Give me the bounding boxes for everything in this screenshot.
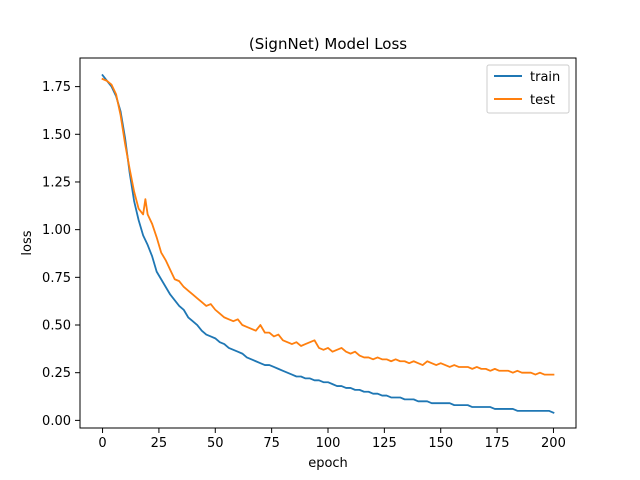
plot-area — [80, 58, 576, 428]
series-layer — [101, 73, 555, 414]
x-tick-label: 175 — [485, 436, 510, 451]
series-line-train — [101, 73, 555, 414]
y-tick-label: 1.50 — [42, 128, 71, 143]
plot-frame — [79, 57, 577, 429]
x-tick-label: 50 — [207, 436, 224, 451]
y-tick-label: 1.75 — [42, 80, 71, 95]
x-tick-label: 25 — [151, 436, 168, 451]
y-tick-label: 0.00 — [42, 414, 71, 429]
ticks-layer: 0 25 50 75 100 125 150 175 200 0.00 0.25 0.50 0.75 1.… — [42, 80, 566, 451]
legend-label-train: train — [530, 70, 560, 85]
series-line-test — [101, 77, 555, 376]
y-tick-label: 0.50 — [42, 319, 71, 334]
chart-title: (SignNet) Model Loss — [249, 35, 407, 53]
y-tick-label: 0.25 — [42, 366, 71, 381]
x-axis-label: epoch — [308, 456, 348, 471]
y-tick-label: 1.00 — [42, 223, 71, 238]
legend-label-test: test — [530, 93, 555, 108]
x-tick-label: 75 — [263, 436, 280, 451]
y-axis-label: loss — [20, 230, 35, 255]
x-tick-label: 150 — [428, 436, 453, 451]
legend: train test — [486, 64, 570, 114]
x-tick-label: 200 — [541, 436, 566, 451]
y-tick-label: 0.75 — [42, 271, 71, 286]
x-tick-label: 0 — [98, 436, 106, 451]
x-tick-label: 125 — [372, 436, 397, 451]
y-tick-label: 1.25 — [42, 175, 71, 190]
x-tick-label: 100 — [316, 436, 341, 451]
